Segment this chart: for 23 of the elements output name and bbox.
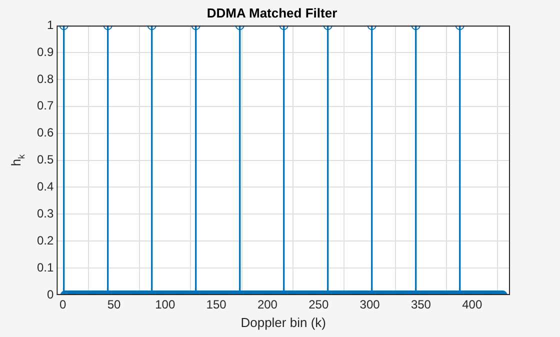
x-axis-title: Doppler bin (k) <box>240 314 326 330</box>
x-tick-label: 100 <box>155 298 176 312</box>
y-tick-label: 0.9 <box>36 44 54 59</box>
x-tick-label: 200 <box>257 298 278 312</box>
y-tick-label: 0.5 <box>36 152 54 167</box>
x-tick-label: 0 <box>59 298 66 312</box>
x-tick-label: 50 <box>107 298 121 312</box>
chart-title: DDMA Matched Filter <box>206 5 338 20</box>
y-tick-label: 0.2 <box>36 233 54 248</box>
x-tick-label: 250 <box>308 298 329 312</box>
y-tick-label: 0.4 <box>36 180 54 194</box>
x-tick-label: 150 <box>206 298 227 312</box>
y-tick-label: 0 <box>46 287 54 302</box>
x-tick-label: 350 <box>410 298 432 312</box>
y-tick-label: 0.3 <box>36 206 54 220</box>
x-tick-label: 400 <box>462 298 482 312</box>
y-tick-label: 0.7 <box>36 98 54 113</box>
y-tick-label: 0.8 <box>36 72 54 86</box>
y-tick-label: 0.6 <box>36 126 54 140</box>
y-tick-label: 0.1 <box>36 260 54 274</box>
y-tick-label: 1 <box>46 18 54 32</box>
x-tick-label: 300 <box>360 298 380 312</box>
y-axis-title: hk <box>8 154 27 166</box>
